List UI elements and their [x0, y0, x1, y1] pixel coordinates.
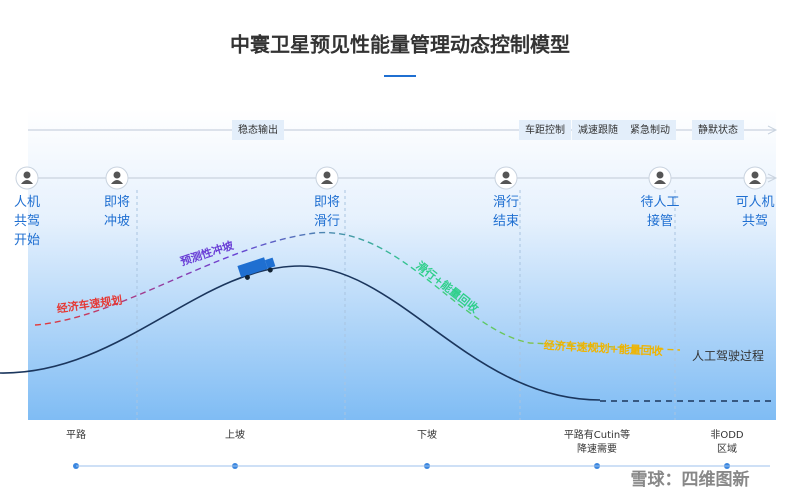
- background-area: [28, 110, 776, 420]
- phase-box: [519, 120, 571, 140]
- person-head: [656, 171, 664, 179]
- node-label: 接管: [647, 213, 673, 229]
- person-head: [113, 171, 121, 179]
- phase-label: 车距控制: [525, 123, 565, 136]
- segment-label: 区域: [717, 442, 737, 455]
- arrow: [767, 125, 778, 135]
- person-head: [502, 171, 510, 179]
- title-underline: [384, 75, 416, 77]
- control-curve: [34, 232, 681, 351]
- phase-label: 稳态输出: [238, 123, 278, 136]
- node-label: 开始: [14, 233, 40, 248]
- person-body: [654, 180, 666, 184]
- phase-box: [232, 120, 284, 140]
- person-head: [323, 171, 331, 179]
- annotation: 经济车速规划+能量回收: [543, 338, 663, 358]
- segment-label: 平路: [66, 428, 86, 441]
- phase-label: 紧急制动: [630, 123, 670, 136]
- watermark: 雪球：四维图新: [631, 469, 750, 490]
- node-label: 滑行: [314, 214, 340, 229]
- person-body: [21, 180, 33, 184]
- truck-icon: [237, 257, 276, 280]
- person-body: [321, 180, 333, 184]
- node-label: 结束: [493, 214, 519, 229]
- dividers: [136, 190, 676, 420]
- phase-box: [624, 120, 676, 140]
- phase-box: [572, 120, 624, 140]
- node-label: 滑行: [493, 195, 519, 210]
- segment-label: 平路有Cutin等: [564, 428, 630, 441]
- node-label: 人机: [14, 195, 40, 210]
- person-body: [111, 180, 123, 184]
- node-label: 共驾: [14, 214, 40, 229]
- node-label: 即将: [314, 195, 340, 210]
- segment-label: 降速需要: [577, 442, 617, 455]
- person-body: [500, 180, 512, 184]
- phase-label: 静默状态: [698, 123, 738, 136]
- person-body: [749, 180, 761, 184]
- phase-label: 减速跟随: [578, 123, 618, 136]
- segment-label: 下坡: [417, 428, 437, 441]
- segment-label: 上坡: [225, 428, 245, 441]
- node-label: 即将: [104, 195, 130, 210]
- node-label: 待人工: [640, 195, 679, 210]
- annotation: 人工驾驶过程: [692, 348, 764, 363]
- segment-label: 非ODD: [710, 429, 744, 441]
- title: 中寰卫星预见性能量管理动态控制模型: [230, 33, 570, 57]
- person-head: [751, 171, 759, 179]
- node-label: 共驾: [742, 214, 768, 229]
- person-head: [23, 171, 31, 179]
- node-label: 冲坡: [104, 214, 130, 229]
- phase-box: [692, 120, 744, 140]
- node-label: 可人机: [735, 195, 774, 210]
- arrow: [767, 173, 778, 183]
- road-curve: [0, 265, 601, 401]
